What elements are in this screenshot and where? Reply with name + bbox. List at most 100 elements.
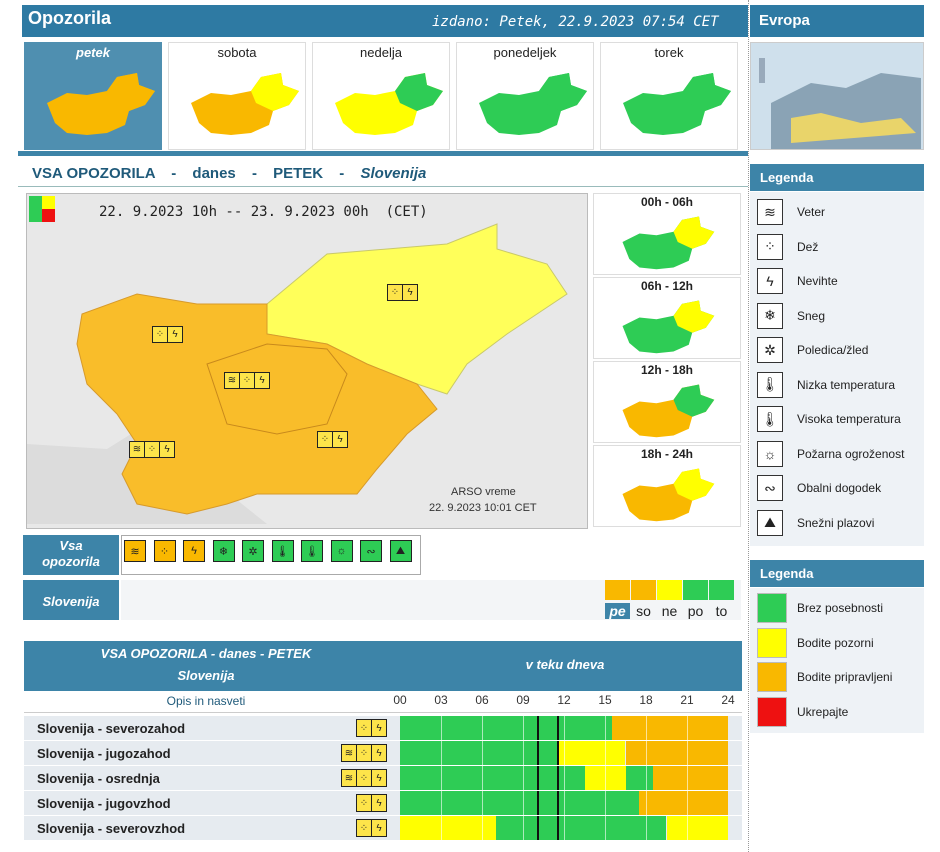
region-name[interactable]: Slovenija - jugozahod <box>37 746 171 761</box>
legend-level-label: Bodite pripravljeni <box>797 670 893 684</box>
timeline-gridline <box>687 816 688 840</box>
region-name[interactable]: Slovenija - osrednja <box>37 771 160 786</box>
rain-icon[interactable]: ⁘ <box>153 540 176 562</box>
timeline-segment <box>495 816 667 840</box>
fire-icon[interactable]: ☼ <box>330 540 353 562</box>
row-warning-icons: ≋ ⁘ ϟ <box>341 744 387 762</box>
map-warning-sw[interactable]: ≋ ⁘ ϟ <box>129 441 175 458</box>
legend-type-2: ϟ Nevihte <box>757 264 838 298</box>
timeslot-2[interactable]: 12h - 18h <box>593 361 741 443</box>
region-name[interactable]: Slovenija - jugovzhod <box>37 796 171 811</box>
day-level-label[interactable]: po <box>687 603 704 619</box>
main-heading: VSA OPOZORILA - danes - PETEK - Slovenij… <box>32 165 426 182</box>
day-level-box-to[interactable] <box>709 580 734 600</box>
rain-icon: ⁘ <box>356 794 372 812</box>
thunderstorm-icon[interactable]: ϟ <box>183 540 205 562</box>
timeline-gridline <box>646 741 647 765</box>
avalanche-icon: ⛰ <box>757 509 783 536</box>
warning-map[interactable]: 22. 9.2023 10h -- 23. 9.2023 00h (CET) A… <box>26 193 588 529</box>
issue-time-line <box>557 716 560 740</box>
map-warning-central[interactable]: ≋ ⁘ ϟ <box>224 372 270 389</box>
thunderstorm-icon: ϟ <box>757 268 783 294</box>
legend-type-label: Obalni dogodek <box>797 481 882 495</box>
hour-tick-label: 03 <box>434 693 448 707</box>
timeslot-3[interactable]: 18h - 24h <box>593 445 741 527</box>
day-map-icon <box>479 73 587 135</box>
day-tab-sobota[interactable]: sobota <box>168 42 306 150</box>
day-map-icon <box>623 73 731 135</box>
low-temperature-icon[interactable]: 🌡 <box>271 540 294 562</box>
map-warning-nw[interactable]: ⁘ ϟ <box>152 326 183 343</box>
map-warning-se[interactable]: ⁘ ϟ <box>317 431 348 448</box>
legend-type-9: ⛰ Snežni plazovi <box>757 506 874 540</box>
table-row[interactable]: Slovenija - severovzhod ⁘ ϟ <box>24 816 742 841</box>
avalanche-icon[interactable]: ⛰ <box>389 540 412 562</box>
timeline-segment <box>639 791 728 815</box>
timeline-gridline <box>646 791 647 815</box>
current-time-line <box>536 741 539 765</box>
timeline-gridline <box>441 741 442 765</box>
timeline-head-1: VSA OPOZORILA - danes - PETEK <box>100 646 312 661</box>
europe-title: Evropa <box>759 12 810 29</box>
day-tab-torek[interactable]: torek <box>600 42 738 150</box>
timeline-gridline <box>441 791 442 815</box>
header-bar <box>22 5 748 37</box>
day-tab-label: petek <box>76 45 110 60</box>
legend-level-swatch <box>757 696 787 727</box>
day-level-box-so[interactable] <box>631 580 656 600</box>
day-tab-ponedeljek[interactable]: ponedeljek <box>456 42 594 150</box>
current-time-line <box>536 816 539 840</box>
timeline-gridline <box>441 816 442 840</box>
region-label-box <box>23 580 119 620</box>
hour-tick-label: 21 <box>680 693 694 707</box>
timeline-subheader <box>24 691 742 713</box>
region-name[interactable]: Slovenija - severozahod <box>37 721 186 736</box>
day-level-box-ne[interactable] <box>657 580 682 600</box>
day-tab-nedelja[interactable]: nedelja <box>312 42 450 150</box>
europe-map-thumbnail[interactable] <box>750 42 924 150</box>
row-warning-icons: ⁘ ϟ <box>356 794 387 812</box>
region-name[interactable]: Slovenija - severovzhod <box>37 821 186 836</box>
table-row[interactable]: Slovenija - jugovzhod ⁘ ϟ <box>24 791 742 816</box>
day-tab-label: ponedeljek <box>493 45 557 60</box>
legend-level-label: Bodite pozorni <box>797 635 874 650</box>
day-level-label[interactable]: to <box>715 603 728 619</box>
low-temperature-icon: 🌡 <box>757 371 783 398</box>
day-level-label[interactable]: pe <box>605 603 630 619</box>
day-tab-petek[interactable]: petek <box>24 42 162 150</box>
timeslot-map-icon <box>622 216 715 270</box>
timeline-segment <box>400 741 558 765</box>
table-row[interactable]: Slovenija - osrednja ≋ ⁘ ϟ <box>24 766 742 791</box>
europe-map-icon <box>751 43 923 149</box>
timeline-gridline <box>605 791 606 815</box>
timeline-gridline <box>687 741 688 765</box>
timeline-gridline <box>482 766 483 790</box>
day-level-label[interactable]: so <box>636 603 651 619</box>
table-row[interactable]: Slovenija - severozahod ⁘ ϟ <box>24 716 742 741</box>
map-period: 22. 9.2023 10h -- 23. 9.2023 00h (CET) <box>99 204 428 220</box>
timeline-gridline <box>605 766 606 790</box>
ice-icon[interactable]: ✲ <box>242 540 264 562</box>
timeline-gridline <box>482 716 483 740</box>
day-level-label[interactable]: ne <box>661 603 678 619</box>
wind-icon[interactable]: ≋ <box>124 540 146 562</box>
timeslot-1[interactable]: 06h - 12h <box>593 277 741 359</box>
high-temperature-icon[interactable]: 🌡 <box>301 540 323 562</box>
timeslot-map-icon <box>622 384 715 438</box>
snow-icon[interactable]: ❄ <box>212 540 235 562</box>
hour-tick-label: 24 <box>721 693 735 707</box>
timeline-segment <box>666 816 728 840</box>
wind-icon: ≋ <box>341 744 357 762</box>
timeline-gridline <box>687 766 688 790</box>
map-warning-ne[interactable]: ⁘ ϟ <box>387 284 418 301</box>
thunderstorm-icon: ϟ <box>332 431 348 448</box>
advice-link[interactable]: Opis in nasveti <box>166 694 246 708</box>
current-time-line <box>536 716 539 740</box>
timeslot-0[interactable]: 00h - 06h <box>593 193 741 275</box>
legend-level-3: Ukrepajte <box>757 695 848 729</box>
table-row[interactable]: Slovenija - jugozahod ≋ ⁘ ϟ <box>24 741 742 766</box>
coastal-icon[interactable]: ∾ <box>360 540 382 562</box>
day-level-box-pe[interactable] <box>605 580 630 600</box>
day-level-box-po[interactable] <box>683 580 708 600</box>
timeslot-map-icon <box>622 300 715 354</box>
